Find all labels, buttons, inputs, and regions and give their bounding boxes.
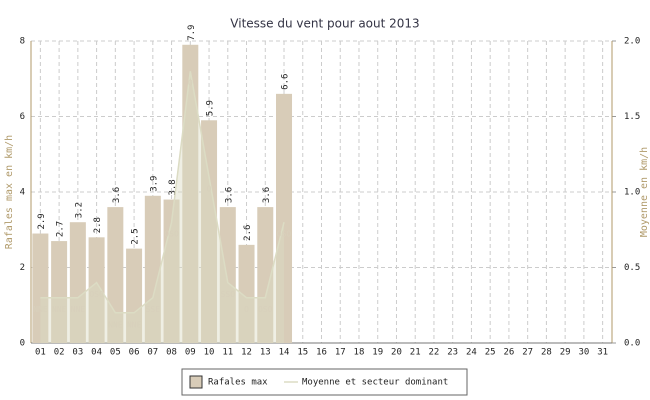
x-tick-label: 27 xyxy=(522,348,533,358)
bar xyxy=(201,120,218,344)
bar xyxy=(126,248,143,343)
direction-label: NNE xyxy=(71,305,86,314)
value-label: 2.8 xyxy=(93,217,103,233)
x-tick-label: 26 xyxy=(503,348,514,358)
value-label: 3.6 xyxy=(224,187,234,203)
bar xyxy=(107,207,124,343)
bar xyxy=(69,222,86,343)
bar xyxy=(182,44,199,344)
x-tick-label: 18 xyxy=(354,348,365,358)
x-tick-label: 14 xyxy=(279,348,290,358)
y2-tick-label: 0.0 xyxy=(624,339,640,349)
direction-label: NNE xyxy=(108,320,123,329)
x-tick-label: 13 xyxy=(260,348,271,358)
y-tick-label: 6 xyxy=(20,112,25,122)
x-tick-label: 30 xyxy=(578,348,589,358)
x-tick-label: 31 xyxy=(597,348,608,358)
value-label: 3.6 xyxy=(112,187,122,203)
x-tick-label: 12 xyxy=(241,348,252,358)
direction-label: SSO xyxy=(221,290,236,299)
x-tick-label: 11 xyxy=(222,348,233,358)
legend-swatch xyxy=(189,375,203,389)
bar xyxy=(144,195,161,343)
value-label: 2.7 xyxy=(56,221,66,237)
x-tick-label: 28 xyxy=(541,348,552,358)
value-label: 5.9 xyxy=(206,100,216,116)
direction-label: OSO xyxy=(258,305,273,314)
x-tick-label: 06 xyxy=(129,348,140,358)
y2-tick-label: 0.5 xyxy=(624,263,640,273)
y2-tick-label: 1.0 xyxy=(624,188,640,198)
y2-tick-label: 1.5 xyxy=(624,112,640,122)
x-tick-label: 10 xyxy=(204,348,215,358)
x-tick-label: 08 xyxy=(166,348,177,358)
direction-label: O xyxy=(207,184,212,193)
bar xyxy=(51,241,68,343)
value-label: 2.6 xyxy=(243,225,253,241)
value-label: 3.6 xyxy=(262,187,272,203)
bar xyxy=(238,244,255,343)
x-tick-label: 19 xyxy=(372,348,383,358)
bar xyxy=(257,207,274,343)
y-tick-label: 2 xyxy=(20,263,25,273)
y2-axis-title: Moyenne en km/h xyxy=(639,147,650,237)
legend-label: Rafales max xyxy=(208,378,268,388)
direction-label: NNE xyxy=(52,305,67,314)
bar xyxy=(276,93,293,343)
direction-label: OSO xyxy=(277,230,292,239)
y-axis-title: Rafales max en km/h xyxy=(4,135,15,249)
value-label: 2.9 xyxy=(37,213,47,229)
x-tick-label: 20 xyxy=(391,348,402,358)
chart-title: Vitesse du vent pour aout 2013 xyxy=(230,17,419,31)
y-tick-label: 4 xyxy=(20,188,25,198)
direction-label: OSO xyxy=(89,290,104,299)
value-label: 6.6 xyxy=(281,74,291,90)
value-label: 3.2 xyxy=(74,202,84,218)
area-fill xyxy=(40,71,285,343)
x-tick-label: 21 xyxy=(410,348,421,358)
direction-label: NNE xyxy=(127,320,142,329)
x-tick-label: 23 xyxy=(447,348,458,358)
legend-box xyxy=(181,368,468,396)
line xyxy=(40,71,285,314)
x-tick-label: 22 xyxy=(429,348,440,358)
legend-label: Moyenne et secteur dominant xyxy=(302,378,448,388)
x-tick-label: 04 xyxy=(91,348,102,358)
x-tick-label: 05 xyxy=(110,348,121,358)
x-tick-label: 29 xyxy=(560,348,571,358)
direction-label: NNE xyxy=(33,305,48,314)
value-label: 3.9 xyxy=(149,176,159,192)
x-tick-label: 24 xyxy=(466,348,477,358)
x-tick-label: 09 xyxy=(185,348,196,358)
x-tick-label: 02 xyxy=(54,348,65,358)
value-label: 3.8 xyxy=(168,179,178,195)
x-tick-label: 15 xyxy=(297,348,308,358)
value-label: 2.5 xyxy=(131,228,141,244)
x-tick-label: 07 xyxy=(147,348,158,358)
y2-tick-label: 2.0 xyxy=(624,37,640,47)
bar xyxy=(219,207,236,343)
bar xyxy=(88,237,105,343)
y-tick-label: 0 xyxy=(20,339,25,349)
direction-label: O xyxy=(244,305,249,314)
y-tick-label: 8 xyxy=(20,37,25,47)
x-tick-label: 16 xyxy=(316,348,327,358)
value-label: 7.9 xyxy=(187,25,197,41)
direction-label: OSO xyxy=(164,230,179,239)
x-tick-label: 03 xyxy=(72,348,83,358)
x-tick-label: 01 xyxy=(35,348,46,358)
direction-label: O xyxy=(188,79,193,88)
x-tick-label: 25 xyxy=(485,348,496,358)
x-tick-label: 17 xyxy=(335,348,346,358)
direction-label: SSE xyxy=(146,305,161,314)
bar xyxy=(32,233,49,343)
